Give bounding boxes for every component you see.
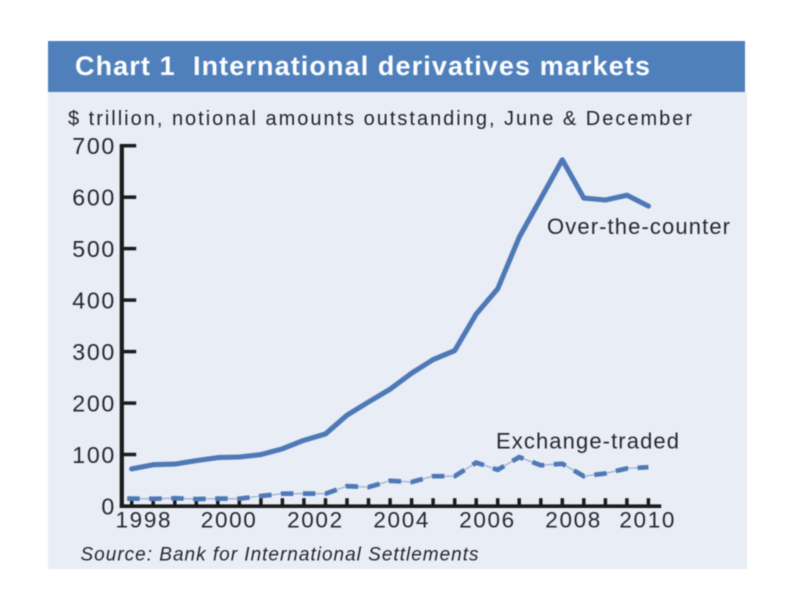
svg-text:300: 300 [72,339,114,365]
svg-text:Source: Bank for International: Source: Bank for International Settlemen… [81,545,480,566]
svg-text:0: 0 [101,493,114,519]
svg-text:2002: 2002 [287,508,342,533]
svg-text:2000: 2000 [201,508,256,533]
svg-text:700: 700 [72,133,114,159]
svg-text:200: 200 [72,391,114,417]
svg-text:Over-the-counter: Over-the-counter [547,214,730,239]
svg-text:2004: 2004 [373,508,428,533]
svg-text:Chart 1 International derivat: Chart 1 International derivatives market… [75,51,650,81]
svg-text:600: 600 [72,185,114,211]
svg-text:2008: 2008 [545,508,600,533]
svg-text:500: 500 [72,236,114,262]
svg-text:$ trillion, notional amounts o: $ trillion, notional amounts outstanding… [68,108,692,130]
svg-text:400: 400 [72,288,114,314]
svg-text:2006: 2006 [459,508,514,533]
svg-text:Exchange-traded: Exchange-traded [496,429,679,454]
svg-text:2010: 2010 [619,508,674,533]
svg-text:1998: 1998 [116,508,171,533]
svg-text:100: 100 [72,442,114,468]
